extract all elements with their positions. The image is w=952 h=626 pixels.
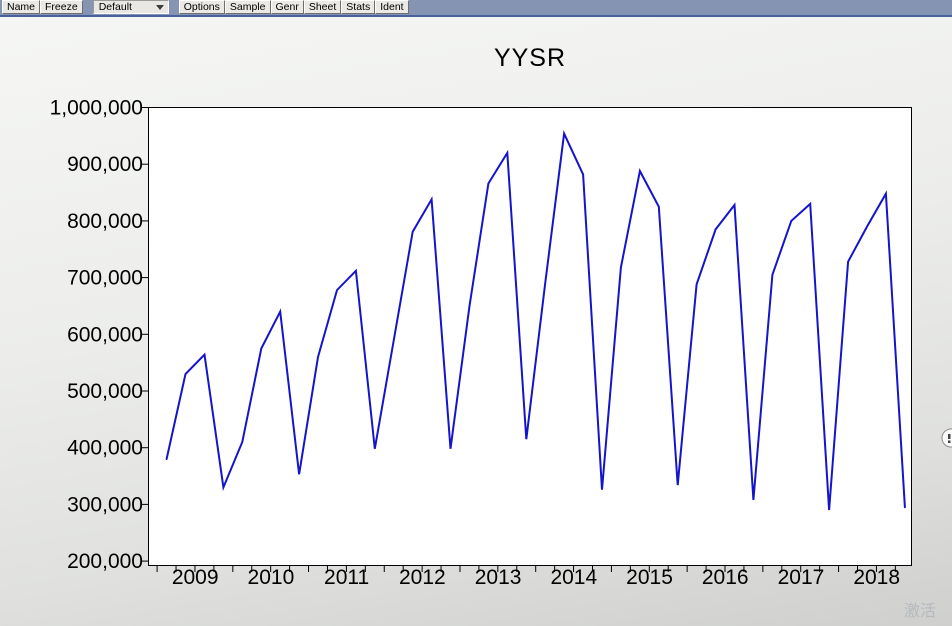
y-axis-label: 500,000	[67, 380, 143, 403]
options-button[interactable]: Options	[178, 0, 225, 14]
x-axis-label: 2016	[702, 566, 749, 589]
chart-title: YYSR	[493, 44, 567, 72]
chevron-down-icon	[155, 4, 164, 10]
sample-button[interactable]: Sample	[224, 0, 271, 14]
sheet-button[interactable]: Sheet	[303, 0, 342, 14]
view-type-dropdown-value: Default	[98, 1, 132, 13]
freeze-button[interactable]: Freeze	[40, 0, 83, 14]
y-axis-label: 200,000	[67, 550, 143, 573]
ident-button[interactable]: Ident	[375, 0, 409, 14]
x-axis-label: 2014	[550, 566, 597, 589]
stats-button[interactable]: Stats	[341, 0, 376, 14]
x-axis-label: 2013	[475, 566, 522, 589]
y-axis-label: 900,000	[67, 153, 143, 176]
y-axis-label: 1,000,000	[50, 97, 143, 120]
view-type-dropdown[interactable]: Default	[92, 0, 169, 14]
x-axis-label: 2011	[324, 566, 369, 589]
plot-frame	[148, 107, 912, 566]
floating-widget-icon[interactable]	[940, 426, 952, 450]
x-axis-label: 2017	[778, 566, 825, 589]
y-axis-label: 600,000	[67, 323, 143, 346]
x-axis-label: 2018	[853, 566, 900, 589]
x-axis-label: 2009	[172, 566, 219, 589]
name-button[interactable]: Name	[2, 0, 41, 14]
y-axis-label: 300,000	[67, 493, 143, 516]
series-line-yysr	[165, 130, 906, 511]
y-axis-label: 800,000	[67, 210, 143, 233]
genr-button[interactable]: Genr	[270, 0, 304, 14]
y-axis-label: 700,000	[67, 267, 143, 290]
x-axis-label: 2012	[399, 566, 446, 589]
x-axis-label: 2015	[626, 566, 673, 589]
toolbar: Name Freeze Default Options Sample Genr …	[0, 0, 952, 17]
activation-watermark: 激活	[904, 603, 937, 620]
x-axis-label: 2010	[248, 566, 295, 589]
y-axis-label: 400,000	[67, 437, 143, 460]
